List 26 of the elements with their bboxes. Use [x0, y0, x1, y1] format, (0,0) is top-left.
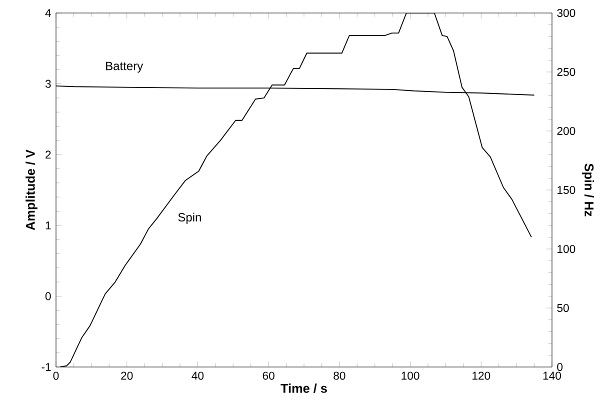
y-tick-label: -1 — [42, 363, 51, 371]
y-axis-title: Amplitude / V — [26, 150, 38, 230]
y2-tick-label: 50 — [557, 304, 569, 312]
x-tick-label: 60 — [262, 372, 274, 380]
x-tick-label: 80 — [334, 372, 346, 380]
y2-tick-label: 150 — [558, 186, 576, 194]
x-tick-label: 20 — [121, 372, 133, 380]
y2-tick-label: 300 — [557, 8, 576, 17]
x-tick-label: 40 — [192, 372, 204, 380]
y-tick-label: 0 — [45, 292, 51, 300]
x-axis-title: Time / s — [280, 384, 327, 393]
y-tick-label: 4 — [45, 9, 51, 17]
x-tick-label: 0 — [53, 372, 59, 380]
x-tick-label: 120 — [472, 372, 490, 380]
series-label: Battery — [106, 62, 144, 73]
y2-tick-label: 100 — [558, 244, 576, 253]
x-tick-label: 100 — [402, 372, 420, 380]
y2-tick-label: 200 — [557, 126, 576, 135]
y-tick-label: 2 — [46, 150, 51, 159]
y2-tick-label: 250 — [557, 68, 576, 76]
series-label: Spin — [178, 212, 201, 224]
y-tick-label: 3 — [45, 80, 51, 88]
x-tick-label: 140 — [543, 372, 561, 380]
y2-axis-title: Spin / Hz — [582, 164, 594, 216]
y2-tick-label: 0 — [557, 362, 563, 371]
y-tick-label: 1 — [46, 221, 51, 230]
